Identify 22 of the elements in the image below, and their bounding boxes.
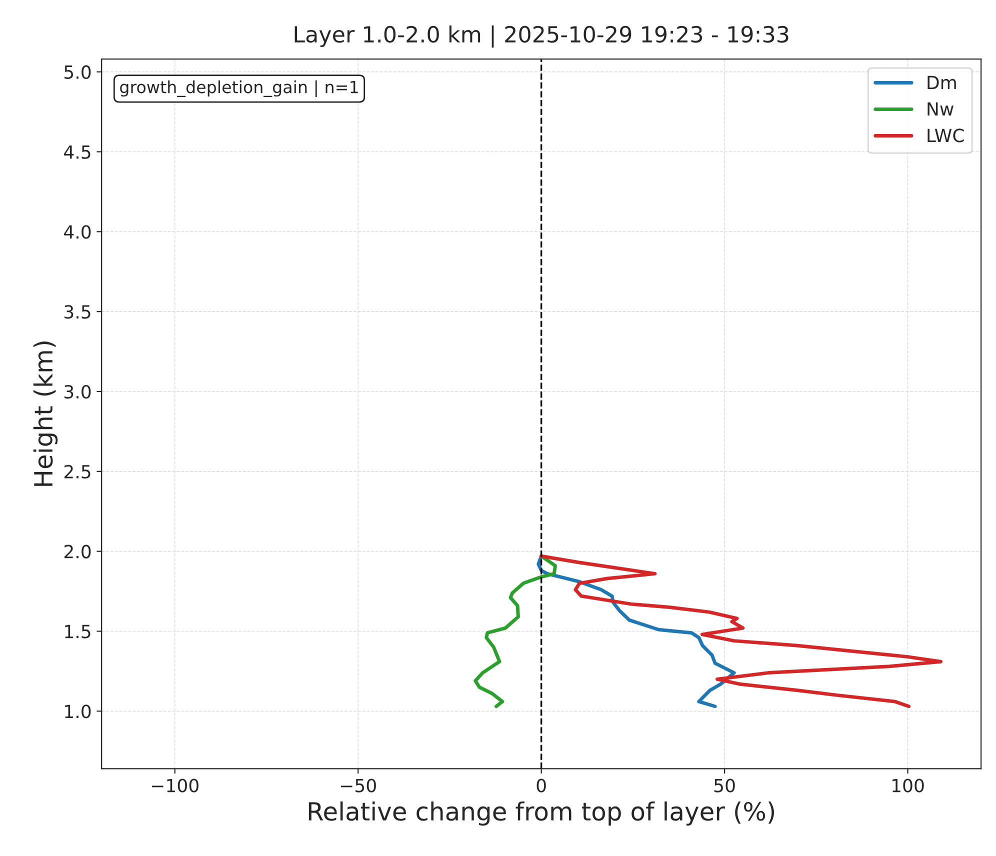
x-tick-label: 100 (892, 778, 924, 792)
legend-label: Dm (928, 76, 956, 90)
x-tick-label: 0 (536, 778, 546, 792)
y-tick-label: 4.0 (64, 225, 91, 239)
x-axis-title: Relative change from top of layer (%) (308, 801, 774, 826)
y-tick-label: 3.5 (64, 305, 90, 319)
y-tick-label: 2.0 (64, 544, 91, 558)
line-series (540, 554, 942, 708)
legend-label: LWC (928, 128, 964, 142)
y-axis-title: Height (km) (33, 342, 58, 486)
x-tick-label: −100 (152, 778, 198, 792)
chart-title: Layer 1.0-2.0 km | 2025-10-29 19:23 - 19:33 (294, 25, 788, 48)
y-tick-label: 3.0 (64, 384, 91, 399)
y-tick-label: 5.0 (64, 65, 91, 79)
annotation: growth_depletion_gain | n=1 (120, 80, 358, 98)
y-tick-label: 2.5 (64, 464, 90, 479)
y-tick-label: 1.5 (65, 624, 90, 638)
x-tick-label: 50 (714, 778, 735, 792)
y-tick-label: 4.5 (64, 145, 90, 159)
x-tick-label: −50 (340, 778, 376, 792)
legend-label: Nw (928, 102, 954, 116)
y-tick-label: 1.0 (65, 704, 91, 718)
